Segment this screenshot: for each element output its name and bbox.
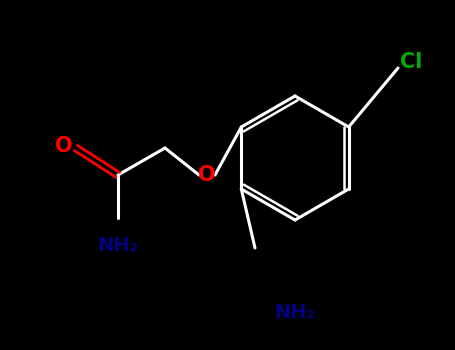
Text: NH₂: NH₂ <box>274 303 315 322</box>
Text: O: O <box>198 165 216 185</box>
Text: Cl: Cl <box>400 52 422 72</box>
Text: O: O <box>55 136 73 156</box>
Text: NH₂: NH₂ <box>97 236 138 255</box>
